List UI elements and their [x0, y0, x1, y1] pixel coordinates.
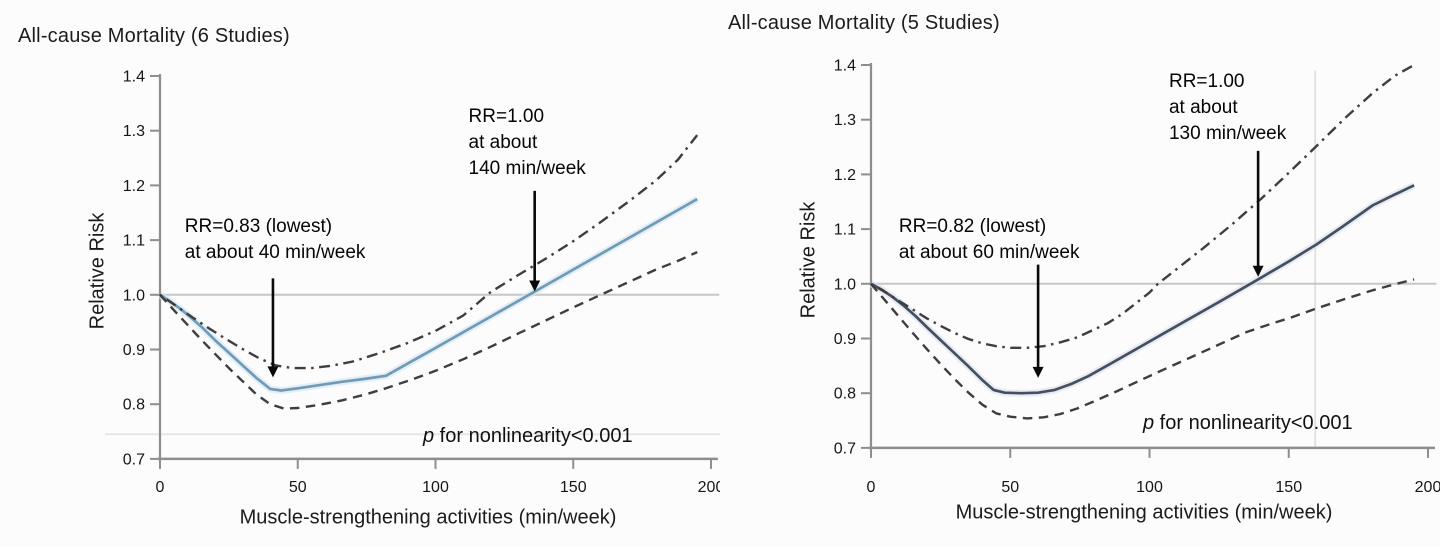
- y-tick-label: 0.7: [834, 440, 856, 457]
- series-lower-confidence-limit-line: [870, 278, 1415, 420]
- x-tick-label: 0: [156, 479, 165, 496]
- y-tick-label: 1.3: [123, 123, 145, 140]
- x-tick-label: 50: [289, 479, 307, 496]
- y-tick-label: 1.0: [123, 287, 145, 304]
- right-x-axis-label: Muscle-strengthening activities (min/wee…: [955, 501, 1333, 524]
- series-risk-estimate-halo: [869, 182, 1416, 397]
- left-y-axis-label: Relative Risk: [86, 212, 109, 330]
- right-chart-title: All-cause Mortality (5 Studies): [728, 12, 1000, 34]
- left-chart-title: All-cause Mortality (6 Studies): [18, 25, 290, 47]
- left-x-axis-label: Muscle-strengthening activities (min/wee…: [239, 506, 617, 529]
- x-tick-label: 200: [698, 479, 720, 496]
- y-tick-label: 1.2: [834, 167, 856, 184]
- series-risk-estimate-line: [870, 184, 1415, 395]
- x-tick-label: 150: [1275, 479, 1302, 496]
- right-y-axis-label: Relative Risk: [797, 201, 820, 319]
- annotation-arrowhead: [529, 280, 541, 292]
- y-tick-label: 0.7: [123, 451, 145, 468]
- series-risk-estimate-line: [159, 197, 698, 392]
- series-lower-confidence-limit-line: [159, 251, 698, 410]
- y-tick-label: 0.9: [834, 331, 856, 348]
- x-tick-label: 150: [560, 479, 587, 496]
- y-tick-label: 1.1: [123, 233, 145, 250]
- y-tick-label: 1.0: [834, 276, 856, 293]
- right-p-nonlinearity-text: p for nonlinearity<0.001: [1143, 412, 1353, 434]
- x-tick-label: 50: [1001, 479, 1019, 496]
- x-tick-label: 100: [422, 479, 449, 496]
- series-upper-confidence-limit-line: [870, 63, 1415, 349]
- p-symbol: p: [1143, 412, 1155, 434]
- x-tick-label: 0: [867, 479, 876, 496]
- right-chart-plot: 0.7 0.8 0.9 1.0 1.1 1.2 1.3 1.4 0 50 100 150 200: [834, 58, 1440, 497]
- y-tick-label: 1.4: [834, 58, 856, 75]
- y-tick-label: 0.8: [834, 386, 856, 403]
- p-symbol: p: [423, 425, 435, 447]
- y-tick-label: 1.3: [834, 112, 856, 129]
- annotation-arrowhead: [1032, 366, 1044, 378]
- x-tick-label: 200: [1415, 479, 1440, 496]
- y-tick-label: 0.9: [123, 342, 145, 359]
- annotation-arrowhead: [1252, 265, 1264, 277]
- y-tick-label: 1.4: [123, 69, 145, 86]
- y-tick-label: 1.2: [123, 178, 145, 195]
- left-p-nonlinearity-text: p for nonlinearity<0.001: [423, 425, 633, 447]
- y-tick-label: 0.8: [123, 397, 145, 414]
- x-tick-label: 100: [1136, 479, 1163, 496]
- y-tick-label: 1.1: [834, 222, 856, 239]
- annotation-arrowhead: [267, 366, 279, 378]
- left-chart-plot: 0.7 0.8 0.9 1.0 1.1 1.2 1.3 1.4 0 50 100 150 200: [105, 69, 720, 496]
- series-upper-confidence-limit-line: [159, 134, 699, 370]
